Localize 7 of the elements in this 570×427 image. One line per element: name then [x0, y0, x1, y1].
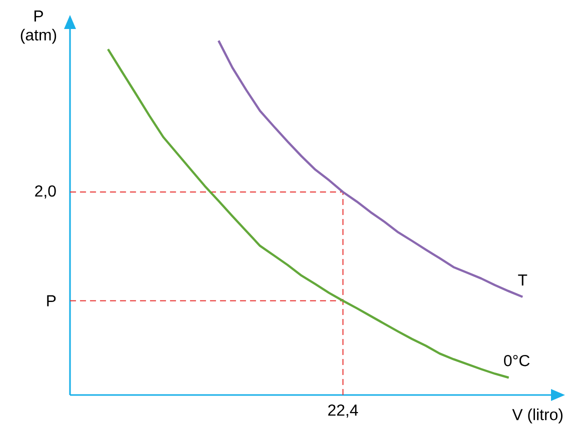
text: 2,0: [35, 185, 56, 199]
text: P: [47, 295, 56, 306]
text: 22,4: [328, 404, 358, 418]
series-label: 0°C: [504, 354, 530, 366]
x-axis-title: V (litro): [512, 408, 562, 424]
y-axis-title: P (atm): [20, 10, 56, 44]
series-label: T: [518, 274, 528, 286]
